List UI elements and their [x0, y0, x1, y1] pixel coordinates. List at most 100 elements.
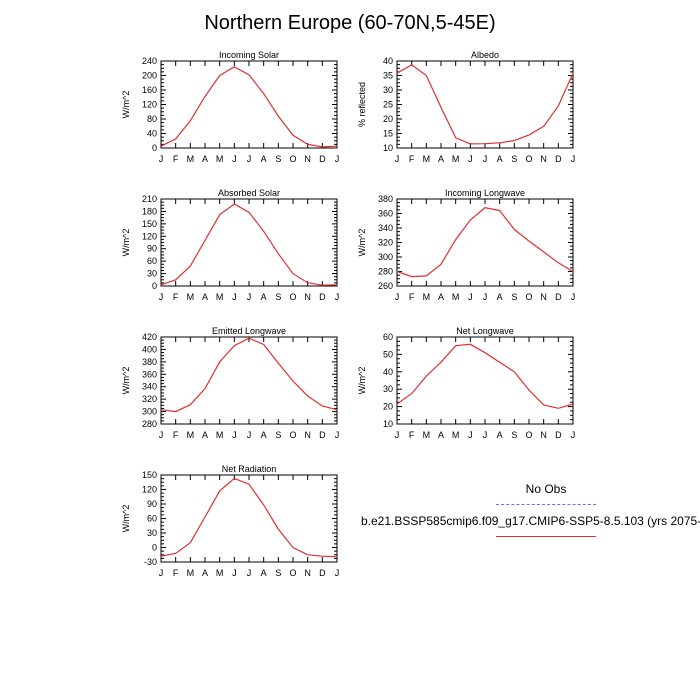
y-tick-label: 400 [142, 344, 157, 354]
y-tick-label: 380 [142, 357, 157, 367]
x-tick-label: A [438, 292, 444, 302]
x-tick-label: A [497, 430, 503, 440]
x-tick-label: J [247, 430, 252, 440]
x-tick-label: J [232, 568, 237, 578]
legend-obs-line [496, 504, 596, 505]
x-tick-label: J [483, 292, 488, 302]
x-tick-label: D [319, 430, 326, 440]
series-line [160, 337, 338, 413]
y-tick-label: 340 [378, 223, 393, 233]
y-tick-label: 120 [142, 485, 157, 495]
x-tick-label: J [247, 154, 252, 164]
legend-case-label: b.e21.BSSP585cmip6.f09_g17.CMIP6-SSP5-8.… [361, 514, 700, 528]
x-tick-label: N [540, 154, 547, 164]
y-tick-label: 360 [378, 209, 393, 219]
y-tick-label: 340 [142, 382, 157, 392]
x-tick-label: F [173, 568, 179, 578]
y-tick-label: 160 [142, 85, 157, 95]
x-tick-label: J [395, 430, 400, 440]
chart-title: Incoming Solar [219, 50, 279, 60]
y-tick-label: 90 [147, 499, 157, 509]
x-tick-label: O [289, 568, 296, 578]
x-tick-label: M [452, 292, 460, 302]
plot-frame [160, 474, 338, 563]
x-tick-label: A [261, 292, 267, 302]
x-tick-label: J [247, 292, 252, 302]
x-tick-label: N [304, 568, 311, 578]
x-tick-label: O [525, 154, 532, 164]
x-tick-label: F [409, 154, 415, 164]
plot-frame [160, 336, 338, 425]
y-tick-label: 35 [383, 71, 393, 81]
y-tick-label: 20 [383, 402, 393, 412]
x-tick-label: A [202, 154, 208, 164]
chart-title: Emitted Longwave [212, 326, 286, 336]
x-tick-label: D [555, 430, 562, 440]
chart-title: Net Longwave [456, 326, 514, 336]
y-tick-label: 60 [147, 514, 157, 524]
x-tick-label: S [275, 568, 281, 578]
y-tick-label: 0 [152, 143, 157, 153]
x-tick-label: M [216, 430, 224, 440]
y-tick-label: 30 [383, 384, 393, 394]
x-tick-label: M [187, 430, 195, 440]
legend-obs-label: No Obs [525, 482, 567, 496]
y-axis-label: W/m^2 [121, 91, 131, 119]
y-tick-label: 240 [142, 56, 157, 66]
x-tick-label: J [335, 568, 340, 578]
y-tick-label: 280 [378, 267, 393, 277]
x-tick-label: J [468, 154, 473, 164]
x-tick-label: J [232, 430, 237, 440]
y-axis-label: W/m^2 [121, 505, 131, 533]
y-axis-label: % reflected [357, 82, 367, 127]
series-line [160, 203, 338, 286]
x-tick-label: O [525, 292, 532, 302]
y-tick-label: 30 [383, 85, 393, 95]
x-tick-label: O [289, 292, 296, 302]
y-tick-label: 320 [378, 238, 393, 248]
y-tick-label: 210 [142, 194, 157, 204]
x-tick-label: S [511, 430, 517, 440]
chart-title: Incoming Longwave [445, 188, 525, 198]
x-tick-label: J [571, 154, 576, 164]
x-tick-label: D [319, 568, 326, 578]
x-tick-label: J [483, 430, 488, 440]
x-tick-label: N [540, 292, 547, 302]
x-tick-label: N [540, 430, 547, 440]
x-tick-label: S [511, 292, 517, 302]
x-tick-label: M [187, 568, 195, 578]
x-tick-label: J [335, 292, 340, 302]
y-tick-label: 30 [147, 269, 157, 279]
x-tick-label: M [423, 430, 431, 440]
chart-title: Albedo [471, 50, 499, 60]
y-tick-label: 60 [147, 256, 157, 266]
x-tick-label: J [395, 154, 400, 164]
y-axis-label: W/m^2 [357, 229, 367, 257]
y-tick-label: 40 [383, 56, 393, 66]
x-tick-label: J [159, 568, 164, 578]
x-tick-label: J [468, 430, 473, 440]
x-tick-label: M [216, 292, 224, 302]
y-axis-label: W/m^2 [121, 367, 131, 395]
x-tick-label: A [438, 430, 444, 440]
y-tick-label: 360 [142, 369, 157, 379]
page-title: Northern Europe (60-70N,5-45E) [204, 12, 496, 34]
y-tick-label: 380 [378, 194, 393, 204]
x-tick-label: J [247, 568, 252, 578]
y-tick-label: 200 [142, 71, 157, 81]
x-tick-label: M [423, 154, 431, 164]
x-tick-label: M [423, 292, 431, 302]
y-axis-label: W/m^2 [357, 367, 367, 395]
x-tick-label: D [319, 154, 326, 164]
x-tick-label: O [289, 154, 296, 164]
y-tick-label: -30 [144, 557, 157, 567]
y-tick-label: 40 [147, 129, 157, 139]
x-tick-label: J [159, 154, 164, 164]
y-tick-label: 300 [378, 252, 393, 262]
